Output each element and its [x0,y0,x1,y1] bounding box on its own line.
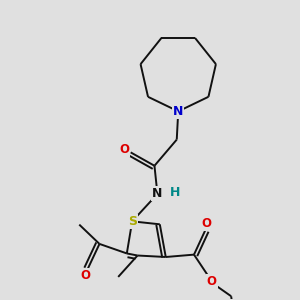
Text: O: O [207,274,217,288]
Text: H: H [170,186,181,199]
Text: O: O [81,269,91,282]
Text: O: O [202,217,212,230]
Text: N: N [173,105,183,118]
Text: O: O [119,143,129,156]
Text: N: N [152,188,163,200]
Text: S: S [128,215,137,228]
